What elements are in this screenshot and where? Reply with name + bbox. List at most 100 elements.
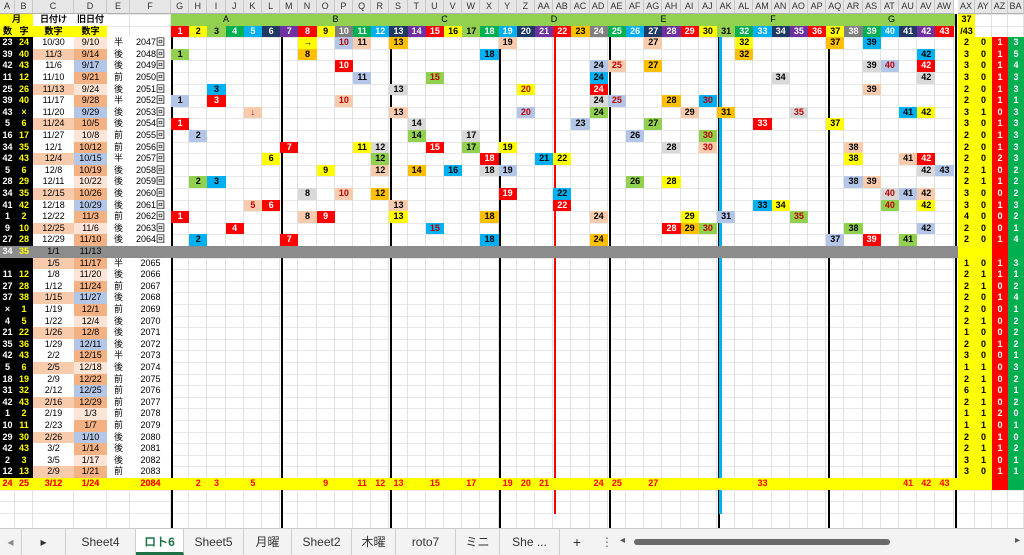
count-col-ba[interactable]: 3 bbox=[1008, 106, 1024, 119]
row-kind[interactable]: 前 bbox=[107, 420, 130, 432]
number-cell[interactable]: 22 bbox=[553, 188, 572, 200]
row-a[interactable]: 39 bbox=[0, 95, 15, 107]
row-a[interactable]: 5 bbox=[0, 118, 15, 130]
count-col-az[interactable]: 0 bbox=[992, 350, 1008, 362]
number-cell[interactable]: 17 bbox=[462, 130, 481, 142]
row-draw-number[interactable]: 2077 bbox=[130, 396, 171, 409]
number-cell[interactable]: 42 bbox=[917, 48, 936, 61]
row-old-date[interactable]: 11/24 bbox=[74, 280, 107, 293]
row-draw-number[interactable]: 2081 bbox=[130, 443, 171, 455]
number-cell[interactable]: 15 bbox=[425, 222, 444, 235]
count-col-az[interactable]: 1 bbox=[992, 72, 1008, 84]
row-date[interactable]: 12/11 bbox=[33, 176, 74, 188]
count-col-ay[interactable] bbox=[975, 246, 992, 258]
row-old-date[interactable]: 11/3 bbox=[74, 211, 107, 223]
count-col-ax[interactable]: 2 bbox=[958, 315, 975, 328]
column-header-an[interactable]: AN bbox=[771, 0, 790, 14]
row-old-date[interactable]: 10/5 bbox=[74, 118, 107, 130]
row-old-date[interactable]: 1/10 bbox=[74, 431, 107, 444]
row-draw-number[interactable]: 2071 bbox=[130, 327, 171, 339]
column-header-n[interactable]: N bbox=[298, 0, 317, 14]
row-old-date[interactable]: 1/14 bbox=[74, 443, 107, 455]
count-col-ay[interactable]: 0 bbox=[975, 304, 992, 316]
count-col-ax[interactable]: 6 bbox=[958, 385, 975, 397]
count-col-ba[interactable]: 3 bbox=[1008, 141, 1024, 154]
sheet-tab[interactable]: ミニ bbox=[456, 529, 500, 555]
count-col-ax[interactable]: 3 bbox=[958, 72, 975, 84]
number-cell[interactable]: 10 bbox=[334, 188, 353, 200]
row-kind[interactable]: 前 bbox=[107, 72, 130, 84]
count-col-ba[interactable]: 3 bbox=[1008, 83, 1024, 96]
count-col-ay[interactable]: 1 bbox=[975, 454, 992, 467]
count-col-ba[interactable]: 2 bbox=[1008, 338, 1024, 351]
count-col-ba[interactable] bbox=[1008, 246, 1024, 258]
row-date[interactable]: 1/1 bbox=[33, 246, 74, 258]
count-col-ay[interactable]: 0 bbox=[975, 83, 992, 96]
row-date[interactable]: 2/9 bbox=[33, 373, 74, 386]
total-cell[interactable]: 27 bbox=[648, 478, 659, 488]
count-col-ax[interactable] bbox=[958, 246, 975, 258]
number-cell[interactable]: 37 bbox=[826, 37, 845, 49]
count-col-ba[interactable]: 5 bbox=[1008, 48, 1024, 61]
row-date[interactable]: 12/15 bbox=[33, 188, 74, 200]
count-col-ba[interactable]: 2 bbox=[1008, 176, 1024, 188]
row-date[interactable]: 2/19 bbox=[33, 408, 74, 420]
number-cell[interactable]: 2 bbox=[189, 176, 208, 188]
row-kind[interactable]: 後 bbox=[107, 118, 130, 130]
number-cell[interactable]: 39 bbox=[862, 60, 881, 72]
column-header-a[interactable]: A bbox=[0, 0, 15, 14]
row-a[interactable]: 37 bbox=[0, 292, 15, 304]
row-a[interactable]: 5 bbox=[0, 164, 15, 177]
row-a[interactable]: 28 bbox=[0, 176, 15, 188]
number-cell[interactable]: 39 bbox=[862, 83, 881, 96]
row-draw-number[interactable]: 2066 bbox=[130, 269, 171, 281]
row-kind[interactable]: 後 bbox=[107, 106, 130, 119]
row-old-date[interactable]: 10/26 bbox=[74, 188, 107, 200]
count-col-ba[interactable]: 3 bbox=[1008, 37, 1024, 49]
number-cell[interactable]: 28 bbox=[662, 141, 681, 154]
number-cell[interactable]: 41 bbox=[899, 234, 918, 246]
column-header-ak[interactable]: AK bbox=[717, 0, 736, 14]
row-b[interactable]: 13 bbox=[15, 466, 33, 478]
row-old-date[interactable]: 1/24 bbox=[74, 478, 107, 490]
count-col-ax[interactable]: 2 bbox=[958, 176, 975, 188]
count-col-ax[interactable]: 2 bbox=[958, 304, 975, 316]
row-date[interactable]: 12/22 bbox=[33, 211, 74, 223]
count-col-ba[interactable]: 3 bbox=[1008, 153, 1024, 165]
row-a[interactable]: 42 bbox=[0, 60, 15, 72]
row-kind[interactable]: 半 bbox=[107, 350, 130, 362]
column-header-at[interactable]: AT bbox=[880, 0, 899, 14]
count-col-az[interactable]: 1 bbox=[992, 37, 1008, 49]
number-cell[interactable]: 20 bbox=[516, 83, 535, 96]
row-draw-number[interactable]: 2054回 bbox=[130, 118, 171, 130]
row-date[interactable]: 11/3 bbox=[33, 48, 74, 61]
count-col-az[interactable]: 1 bbox=[992, 95, 1008, 107]
column-header-ap[interactable]: AP bbox=[808, 0, 827, 14]
row-kind[interactable]: 前 bbox=[107, 466, 130, 478]
number-cell[interactable]: 40 bbox=[880, 188, 899, 200]
number-cell[interactable]: 8 bbox=[298, 211, 317, 223]
row-old-date[interactable]: 12/25 bbox=[74, 385, 107, 397]
number-cell[interactable]: 28 bbox=[662, 222, 681, 235]
row-a[interactable]: 11 bbox=[0, 269, 15, 281]
number-cell[interactable]: 13 bbox=[389, 83, 408, 96]
row-old-date[interactable]: 11/20 bbox=[74, 269, 107, 281]
number-cell[interactable]: 42 bbox=[917, 106, 936, 119]
number-cell[interactable]: 3 bbox=[207, 95, 226, 107]
count-col-az[interactable]: 0 bbox=[992, 396, 1008, 409]
row-draw-number[interactable]: 2072 bbox=[130, 338, 171, 351]
row-b[interactable]: 6 bbox=[15, 118, 33, 130]
number-cell[interactable]: 14 bbox=[407, 164, 426, 177]
count-col-ay[interactable]: 1 bbox=[975, 106, 992, 119]
count-col-ay[interactable]: 0 bbox=[975, 199, 992, 212]
number-cell[interactable]: 25 bbox=[607, 95, 626, 107]
number-cell[interactable]: 42 bbox=[917, 199, 936, 212]
count-col-ay[interactable]: 1 bbox=[975, 373, 992, 386]
row-b[interactable] bbox=[15, 257, 33, 270]
count-col-az[interactable]: 1 bbox=[992, 83, 1008, 96]
row-kind[interactable]: 半 bbox=[107, 257, 130, 270]
number-cell[interactable]: 41 bbox=[899, 106, 918, 119]
column-header-s[interactable]: S bbox=[389, 0, 408, 14]
row-date[interactable]: 1/5 bbox=[33, 257, 74, 270]
row-old-date[interactable]: 9/21 bbox=[74, 72, 107, 84]
